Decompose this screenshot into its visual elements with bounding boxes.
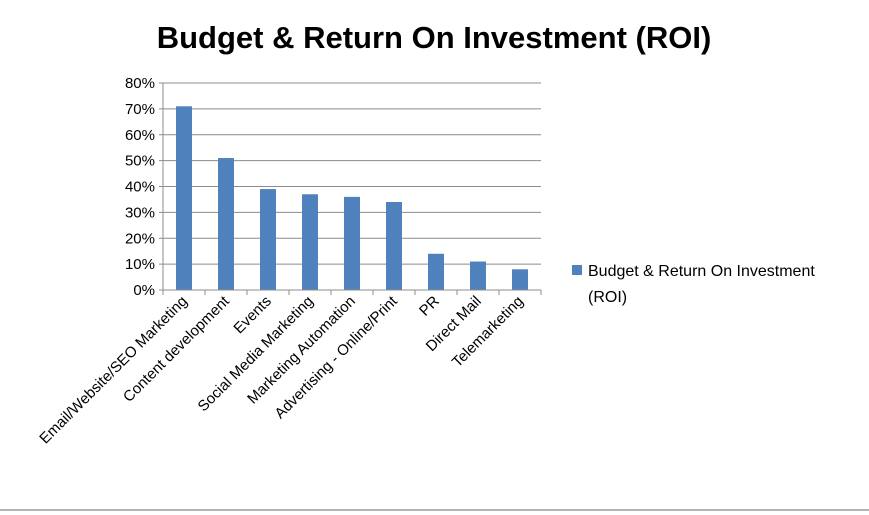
y-tick-label: 10% <box>125 256 155 273</box>
y-tick-label: 80% <box>125 75 155 92</box>
legend-label-line-1: Budget & Return On Investment <box>588 263 815 280</box>
legend: Budget & Return On Investment (ROI) <box>572 263 815 306</box>
bar <box>470 261 486 290</box>
legend-swatch <box>572 265 582 275</box>
y-axis-tick-labels: 0% 10% 20% 30% 40% 50% 60% 70% 80% <box>125 75 155 299</box>
x-category-label: PR <box>416 293 443 320</box>
y-tick-label: 50% <box>125 153 155 170</box>
bar <box>260 189 276 290</box>
bar <box>428 253 444 290</box>
bar <box>386 202 402 290</box>
bar <box>176 106 192 290</box>
bar <box>302 194 318 290</box>
bar <box>218 158 234 290</box>
y-tick-label: 40% <box>125 179 155 196</box>
bar <box>344 196 360 290</box>
axes <box>162 83 542 295</box>
x-category-label: Email/Website/SEO Marketing <box>36 293 190 447</box>
chart-title: Budget & Return On Investment (ROI) <box>157 20 712 55</box>
y-tick-label: 30% <box>125 204 155 221</box>
bar <box>512 269 528 290</box>
y-tick-label: 0% <box>133 282 155 299</box>
y-tick-label: 70% <box>125 101 155 118</box>
y-tick-label: 60% <box>125 127 155 144</box>
legend-label-line-2: (ROI) <box>588 289 627 306</box>
bars <box>176 106 528 290</box>
y-tick-label: 20% <box>125 230 155 247</box>
